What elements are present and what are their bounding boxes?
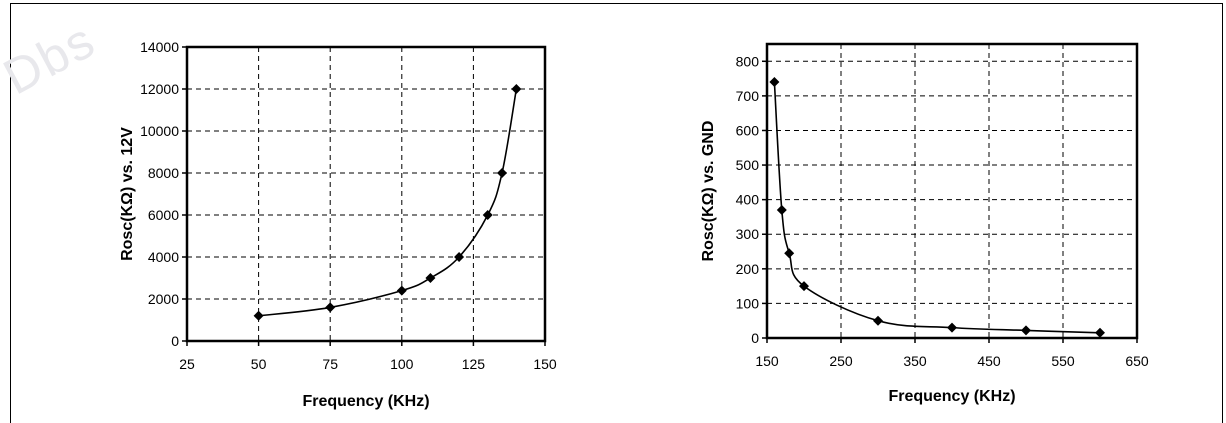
data-point bbox=[497, 168, 508, 178]
x-tick-label: 75 bbox=[322, 356, 338, 372]
y-tick-label: 400 bbox=[736, 192, 760, 208]
x-tick-label: 50 bbox=[251, 356, 267, 372]
y-tick-label: 4000 bbox=[148, 249, 179, 265]
plot-area bbox=[187, 47, 545, 341]
x-axis-title: Frequency (KHz) bbox=[302, 393, 429, 410]
data-point bbox=[799, 281, 809, 292]
data-point bbox=[947, 322, 957, 333]
data-point bbox=[769, 77, 780, 88]
data-point bbox=[396, 285, 407, 296]
y-tick-label: 300 bbox=[736, 226, 760, 242]
data-point bbox=[1021, 325, 1031, 336]
y-tick-label: 10000 bbox=[140, 123, 179, 139]
y-tick-label: 700 bbox=[736, 88, 760, 104]
x-tick-label: 150 bbox=[533, 356, 557, 372]
y-tick-label: 6000 bbox=[148, 207, 179, 223]
plot-area bbox=[767, 44, 1137, 338]
data-point bbox=[784, 248, 795, 259]
y-tick-label: 600 bbox=[736, 122, 760, 138]
x-tick-label: 450 bbox=[977, 353, 1001, 369]
x-tick-label: 150 bbox=[755, 353, 779, 369]
y-tick-label: 8000 bbox=[148, 165, 179, 181]
chart-1: 25 50 75 100 125 150 0 2000 4000 6000 8000 10000 120… bbox=[119, 39, 557, 410]
data-point bbox=[253, 310, 264, 321]
data-point bbox=[325, 302, 336, 313]
data-point bbox=[1095, 327, 1105, 338]
y-tick-label: 100 bbox=[736, 295, 760, 311]
figure-frame bbox=[10, 3, 1223, 423]
data-point bbox=[482, 210, 493, 220]
data-point bbox=[511, 84, 522, 94]
data-point bbox=[873, 315, 883, 326]
x-tick-label: 100 bbox=[390, 356, 414, 372]
x-tick-label: 550 bbox=[1051, 353, 1075, 369]
chart-2: 150 250 350 450 550 650 0 100 200 300 400 500 600 700… bbox=[700, 42, 1149, 405]
y-tick-label: 0 bbox=[171, 333, 179, 349]
plot-border bbox=[765, 42, 1139, 340]
y-axis-title: Rosc(KΩ) vs. 12V bbox=[119, 127, 136, 261]
data-point bbox=[425, 273, 436, 283]
data-point bbox=[776, 205, 787, 216]
x-tick-label: 125 bbox=[462, 356, 486, 372]
x-tick-label: 25 bbox=[179, 356, 195, 372]
y-tick-label: 200 bbox=[736, 261, 760, 277]
y-tick-label: 800 bbox=[736, 53, 760, 69]
x-tick-label: 350 bbox=[903, 353, 927, 369]
y-tick-label: 500 bbox=[736, 157, 760, 173]
y-tick-label: 2000 bbox=[148, 291, 179, 307]
y-tick-label: 12000 bbox=[140, 81, 179, 97]
plot-border bbox=[185, 45, 547, 343]
x-tick-label: 250 bbox=[829, 353, 853, 369]
y-tick-label: 14000 bbox=[140, 39, 179, 55]
y-tick-label: 0 bbox=[751, 330, 759, 346]
x-tick-label: 650 bbox=[1125, 353, 1149, 369]
data-point bbox=[454, 252, 465, 262]
x-axis-title: Frequency (KHz) bbox=[888, 388, 1015, 405]
y-axis-title: Rosc(KΩ) vs. GND bbox=[700, 121, 717, 262]
